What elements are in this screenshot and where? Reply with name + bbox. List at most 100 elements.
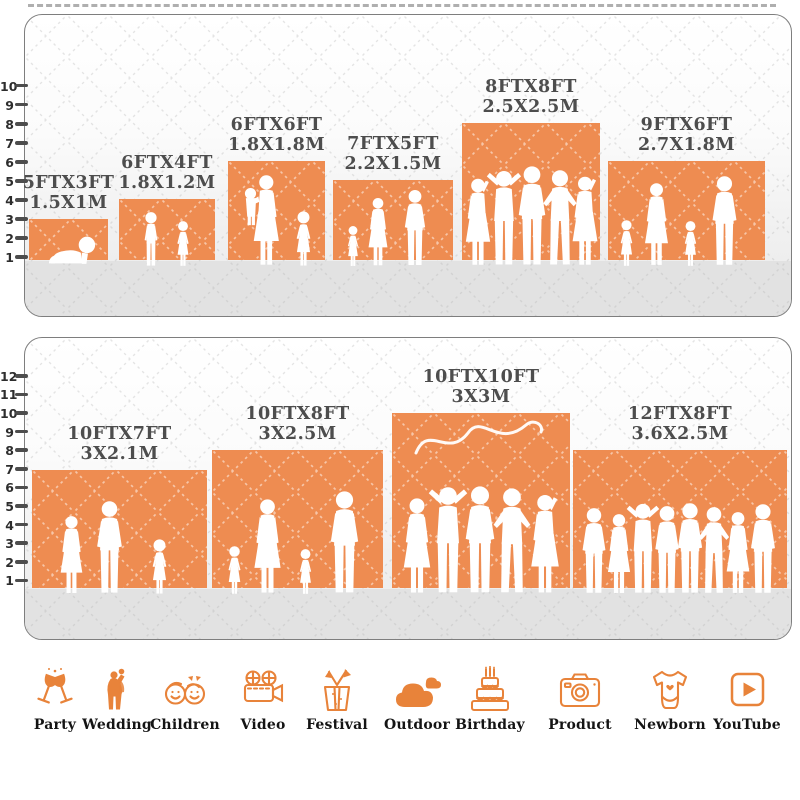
product-icon	[559, 673, 601, 708]
ruler-number: 5	[5, 173, 14, 189]
children-icon	[164, 676, 206, 705]
ruler-tick	[15, 374, 28, 378]
size-feet: 8FTX8FT	[485, 77, 577, 97]
video-icon	[243, 670, 284, 703]
backdrop-5ftx3ft	[29, 219, 108, 264]
ruler-number: 7	[5, 135, 14, 151]
category-birthday: Birthday	[444, 666, 536, 733]
category-outdoor: Outdoor	[371, 666, 463, 733]
ruler-number: 8	[5, 443, 14, 459]
size-feet: 6FTX6FT	[230, 115, 323, 135]
ruler-tick	[15, 467, 28, 471]
festival-icon	[323, 669, 351, 712]
ruler-tick	[15, 485, 28, 490]
ruler-number: 4	[5, 517, 14, 533]
category-label: Product	[548, 717, 612, 733]
ruler-tick	[15, 522, 28, 527]
size-meters: 1.8X1.2M	[118, 172, 216, 193]
size-meters: 3X3M	[451, 386, 511, 407]
ruler-tick	[15, 504, 28, 508]
ruler-tick	[15, 541, 28, 545]
category-label: Birthday	[455, 717, 525, 733]
ruler-tick	[15, 198, 28, 202]
category-children: Children	[139, 666, 231, 733]
category-wedding: Wedding	[71, 666, 163, 733]
ruler-tick	[15, 160, 28, 164]
category-label: Children	[150, 717, 220, 733]
backdrop-10ftx8ft	[212, 450, 383, 594]
size-feet: 10FTX7FT	[67, 424, 172, 444]
category-label: Festival	[306, 717, 368, 733]
newborn-icon	[652, 670, 688, 710]
ruler-tick	[15, 83, 28, 88]
ruler-tick	[15, 236, 28, 240]
ruler-tick	[15, 122, 28, 126]
category-youtube: YouTube	[701, 666, 793, 733]
backdrop-size-label: 9FTX6FT 2.7X1.8M	[637, 115, 736, 156]
backdrop-size-label: 5FTX3FT 1.5X1M	[22, 173, 115, 214]
backdrop-12ftx8ft	[573, 450, 787, 593]
size-meters: 1.8X1.8M	[227, 134, 326, 155]
ruler-number: 9	[5, 97, 14, 113]
size-meters: 2.2X1.5M	[344, 153, 442, 174]
backdrop-size-label: 8FTX8FT 2.5X2.5M	[482, 77, 580, 118]
size-feet: 12FTX8FT	[627, 404, 733, 424]
ruler-number: 6	[5, 154, 14, 170]
ruler-tick	[15, 429, 28, 434]
ruler-tick	[15, 179, 28, 183]
size-feet: 7FTX5FT	[347, 134, 439, 154]
size-meters: 3X2.5M	[258, 423, 337, 444]
ruler-number: 2	[5, 554, 14, 570]
youtube-icon	[730, 672, 765, 707]
decorative-swirl	[414, 420, 544, 455]
size-meters: 2.5X2.5M	[482, 96, 580, 117]
ruler-tick	[15, 102, 28, 107]
ruler-number: 7	[5, 461, 14, 477]
ruler-number: 12	[0, 368, 18, 384]
ruler-tick	[15, 560, 28, 564]
ruler-number: 10	[0, 78, 18, 94]
ruler-tick	[15, 255, 28, 259]
ruler-tick	[15, 411, 28, 415]
ruler-number: 11	[0, 387, 18, 403]
category-video: Video	[217, 666, 309, 733]
category-label: Newborn	[634, 717, 706, 733]
category-label: Video	[240, 717, 286, 733]
category-party: Party	[9, 666, 101, 733]
backdrop-size-label: 6FTX6FT 1.8X1.8M	[227, 115, 326, 156]
ruler-tick	[15, 578, 28, 583]
backdrop-8ftx8ft	[462, 123, 600, 265]
ruler-number: 5	[5, 499, 14, 514]
backdrop-size-label: 12FTX8FT 3.6X2.5M	[627, 404, 733, 445]
backdrop-size-label: 7FTX5FT 2.2X1.5M	[344, 134, 442, 175]
size-feet: 5FTX3FT	[22, 173, 115, 193]
ruler-number: 2	[5, 231, 14, 247]
ruler-number: 6	[5, 480, 14, 496]
size-meters: 3X2.1M	[80, 443, 159, 464]
ruler-tick	[15, 392, 28, 397]
size-feet: 10FTX8FT	[245, 404, 350, 424]
ruler-number: 1	[5, 573, 14, 589]
ruler-number: 3	[5, 536, 14, 552]
ruler-tick	[15, 141, 28, 145]
category-label: YouTube	[713, 717, 781, 733]
ruler-tick	[15, 448, 28, 452]
ruler-number: 1	[5, 250, 14, 266]
backdrop-9ftx6ft	[608, 161, 765, 266]
category-label: Party	[33, 717, 77, 733]
backdrop-size-label: 10FTX7FT 3X2.1M	[67, 424, 172, 465]
category-label: Outdoor	[383, 717, 451, 733]
backdrop-10ftx7ft	[32, 470, 207, 594]
backdrop-size-label: 6FTX4FT 1.8X1.2M	[118, 153, 216, 194]
backdrop-size-label: 10FTX10FT 3X3M	[423, 367, 540, 408]
ruler-number: 9	[5, 424, 14, 440]
party-icon	[37, 668, 73, 704]
ruler-number: 4	[5, 193, 14, 208]
ruler-number: 8	[5, 116, 14, 132]
backdrop-6ftx6ft	[228, 161, 325, 266]
size-feet: 6FTX4FT	[121, 153, 213, 173]
size-meters: 1.5X1M	[29, 192, 108, 213]
backdrop-size-label: 10FTX8FT 3X2.5M	[245, 404, 350, 445]
size-meters: 2.7X1.8M	[637, 134, 736, 155]
ruler-number: 3	[5, 212, 14, 227]
